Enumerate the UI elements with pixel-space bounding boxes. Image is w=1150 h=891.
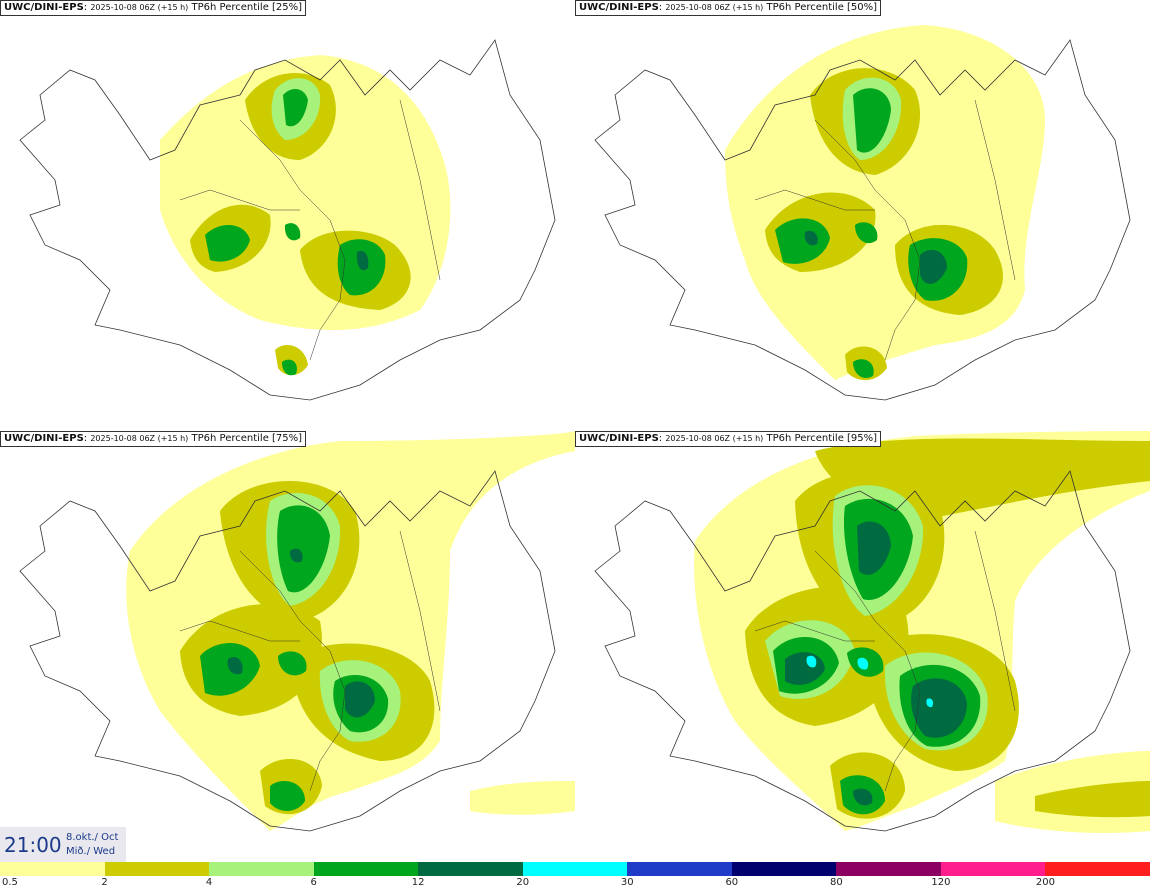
- panel-title: UWC/DINI-EPS: 2025-10-08 06Z (+15 h) TP6…: [575, 0, 882, 16]
- panel-title: UWC/DINI-EPS: 2025-10-08 06Z (+15 h) TP6…: [0, 431, 307, 447]
- coastline: [594, 39, 1131, 401]
- color-legend: 0.5 2 4 6 12 20 30 60 80 120 200: [0, 862, 1150, 891]
- legend-swatch: [418, 862, 523, 876]
- legend-label: 0.5: [2, 877, 18, 888]
- precip-field: [725, 25, 1045, 381]
- legend-label: 6: [310, 877, 317, 888]
- map-panel-p75: UWC/DINI-EPS: 2025-10-08 06Z (+15 h) TP6…: [0, 431, 575, 861]
- valid-day-line: Mið./ Wed: [66, 846, 116, 857]
- valid-date: 8.okt./ Oct Mið./ Wed: [66, 831, 118, 859]
- valid-date-line: 8.okt./ Oct: [66, 832, 119, 843]
- legend-label: 20: [516, 877, 530, 888]
- precip-map: [19, 39, 556, 401]
- precip-map: [19, 431, 575, 832]
- legend-swatch: [627, 862, 732, 876]
- valid-time: 21:00: [4, 833, 62, 857]
- legend-swatch: [1045, 862, 1150, 876]
- precip-field: [126, 431, 575, 831]
- valid-time-box: 21:00 8.okt./ Oct Mið./ Wed: [0, 827, 126, 862]
- legend-label: 30: [620, 877, 634, 888]
- coastline: [594, 470, 1131, 832]
- legend-bar: [0, 862, 1150, 876]
- legend-label: 60: [725, 877, 739, 888]
- legend-swatch: [313, 862, 419, 876]
- legend-swatch: [0, 862, 105, 876]
- coastline: [19, 470, 556, 832]
- legend-swatch: [940, 862, 1046, 876]
- precip-map: [594, 25, 1131, 401]
- legend-swatch: [836, 862, 941, 876]
- map-panel-p95: UWC/DINI-EPS: 2025-10-08 06Z (+15 h) TP6…: [575, 431, 1150, 861]
- coastline: [19, 39, 556, 401]
- legend-swatch: [209, 862, 314, 876]
- legend-label: 4: [205, 877, 213, 888]
- legend-swatch: [104, 862, 210, 876]
- legend-label: 2: [101, 877, 108, 888]
- panel-title: UWC/DINI-EPS: 2025-10-08 06Z (+15 h) TP6…: [0, 0, 307, 16]
- map-panel-p50: UWC/DINI-EPS: 2025-10-08 06Z (+15 h) TP6…: [575, 0, 1150, 430]
- precip-map: [594, 431, 1150, 833]
- legend-label: 120: [931, 877, 951, 888]
- legend-label: 200: [1035, 877, 1055, 888]
- legend-labels: 0.5 2 4 6 12 20 30 60 80 120 200: [0, 877, 1150, 891]
- precip-field: [694, 431, 1150, 833]
- legend-label: 80: [829, 877, 843, 888]
- map-panel-p25: UWC/DINI-EPS: 2025-10-08 06Z (+15 h) TP6…: [0, 0, 575, 430]
- precip-field: [160, 55, 451, 376]
- legend-swatch: [522, 862, 628, 876]
- legend-swatch: [731, 862, 837, 876]
- panel-title: UWC/DINI-EPS: 2025-10-08 06Z (+15 h) TP6…: [575, 431, 882, 447]
- legend-label: 12: [411, 877, 425, 888]
